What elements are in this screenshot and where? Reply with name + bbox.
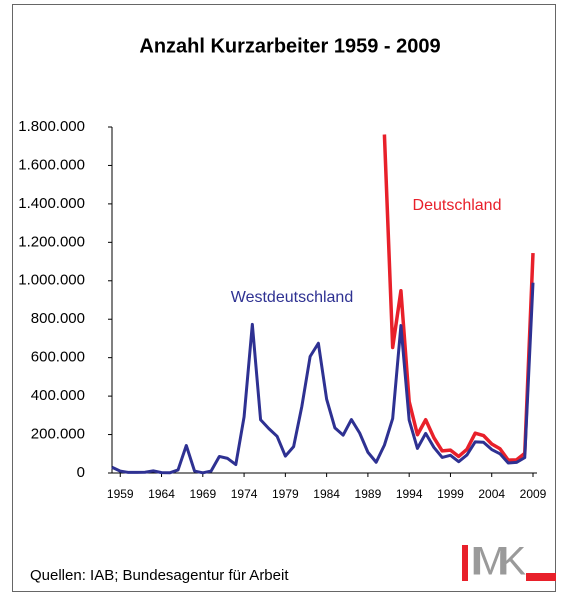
chart-title: Anzahl Kurzarbeiter 1959 - 2009 — [139, 35, 440, 57]
x-tick-label: 1989 — [355, 487, 382, 501]
y-tick-label: 1.800.000 — [18, 118, 85, 135]
frame — [12, 4, 556, 592]
source: Quellen: IAB; Bundesagentur für Arbeit — [30, 567, 289, 584]
logo-bar — [462, 545, 468, 581]
x-tick-label: 1969 — [189, 487, 216, 501]
x-tick-label: 1974 — [231, 487, 258, 501]
series-label: Deutschland — [413, 197, 502, 214]
y-tick-label: 600.000 — [31, 349, 85, 366]
series-line — [111, 282, 535, 475]
series-label: Westdeutschland — [231, 289, 353, 306]
y-tick-label: 1.200.000 — [18, 233, 85, 250]
series-line — [382, 134, 535, 462]
y-tick-label: 0 — [77, 464, 85, 481]
x-tick-label: 1984 — [313, 487, 340, 501]
y-tick-label: 200.000 — [31, 426, 85, 443]
logo: IMK — [470, 540, 526, 584]
y-tick-label: 1.600.000 — [18, 156, 85, 173]
x-tick-label: 1994 — [396, 487, 423, 501]
x-tick-label: 1999 — [437, 487, 464, 501]
x-tick-label: 2009 — [520, 487, 547, 501]
x-tick-label: 1979 — [272, 487, 299, 501]
y-tick-label: 400.000 — [31, 387, 85, 404]
y-tick-label: 1.400.000 — [18, 195, 85, 212]
logo-bar — [526, 573, 556, 581]
x-tick-label: 2004 — [478, 487, 505, 501]
x-tick-label: 1964 — [148, 487, 175, 501]
y-tick-label: 800.000 — [31, 310, 85, 327]
y-tick-label: 1.000.000 — [18, 272, 85, 289]
x-tick-label: 1959 — [107, 487, 134, 501]
